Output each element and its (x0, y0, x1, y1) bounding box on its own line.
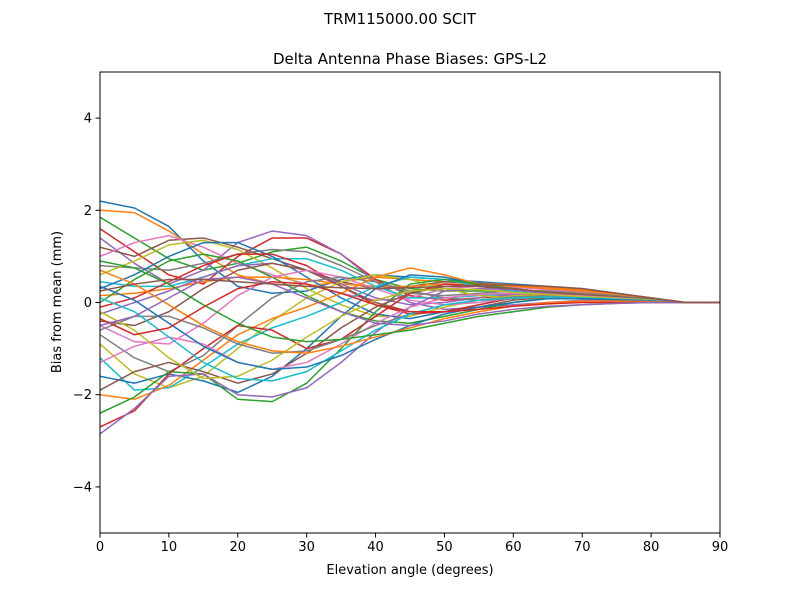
x-tick-label: 70 (574, 540, 591, 555)
series-line (100, 276, 720, 304)
series-line (100, 269, 720, 354)
x-axis: 0 10 20 30 40 50 60 70 80 90 (96, 533, 728, 555)
x-tick-label: 50 (436, 540, 453, 555)
y-tick-label: 4 (84, 112, 92, 127)
series-line (100, 287, 720, 380)
x-tick-label: 20 (230, 540, 247, 555)
y-tick-label: 2 (84, 204, 92, 219)
y-axis-label: Bias from mean (mm) (50, 231, 65, 373)
y-axis: −4 −2 0 2 4 (73, 112, 100, 495)
series-line (100, 285, 720, 391)
x-tick-label: 80 (643, 540, 660, 555)
x-tick-label: 40 (367, 540, 384, 555)
chart-title: Delta Antenna Phase Biases: GPS-L2 (273, 50, 547, 68)
y-tick-label: −2 (73, 388, 92, 403)
figure-suptitle: TRM115000.00 SCIT (323, 10, 477, 28)
x-tick-label: 10 (161, 540, 178, 555)
x-tick-label: 90 (712, 540, 729, 555)
x-tick-label: 30 (298, 540, 315, 555)
x-axis-label: Elevation angle (degrees) (326, 563, 493, 578)
x-tick-label: 60 (505, 540, 522, 555)
y-tick-label: −4 (73, 480, 92, 495)
series-line (100, 278, 720, 304)
x-tick-label: 0 (96, 540, 104, 555)
y-tick-label: 0 (84, 296, 92, 311)
series-line (100, 281, 720, 336)
series-layer (100, 200, 720, 435)
